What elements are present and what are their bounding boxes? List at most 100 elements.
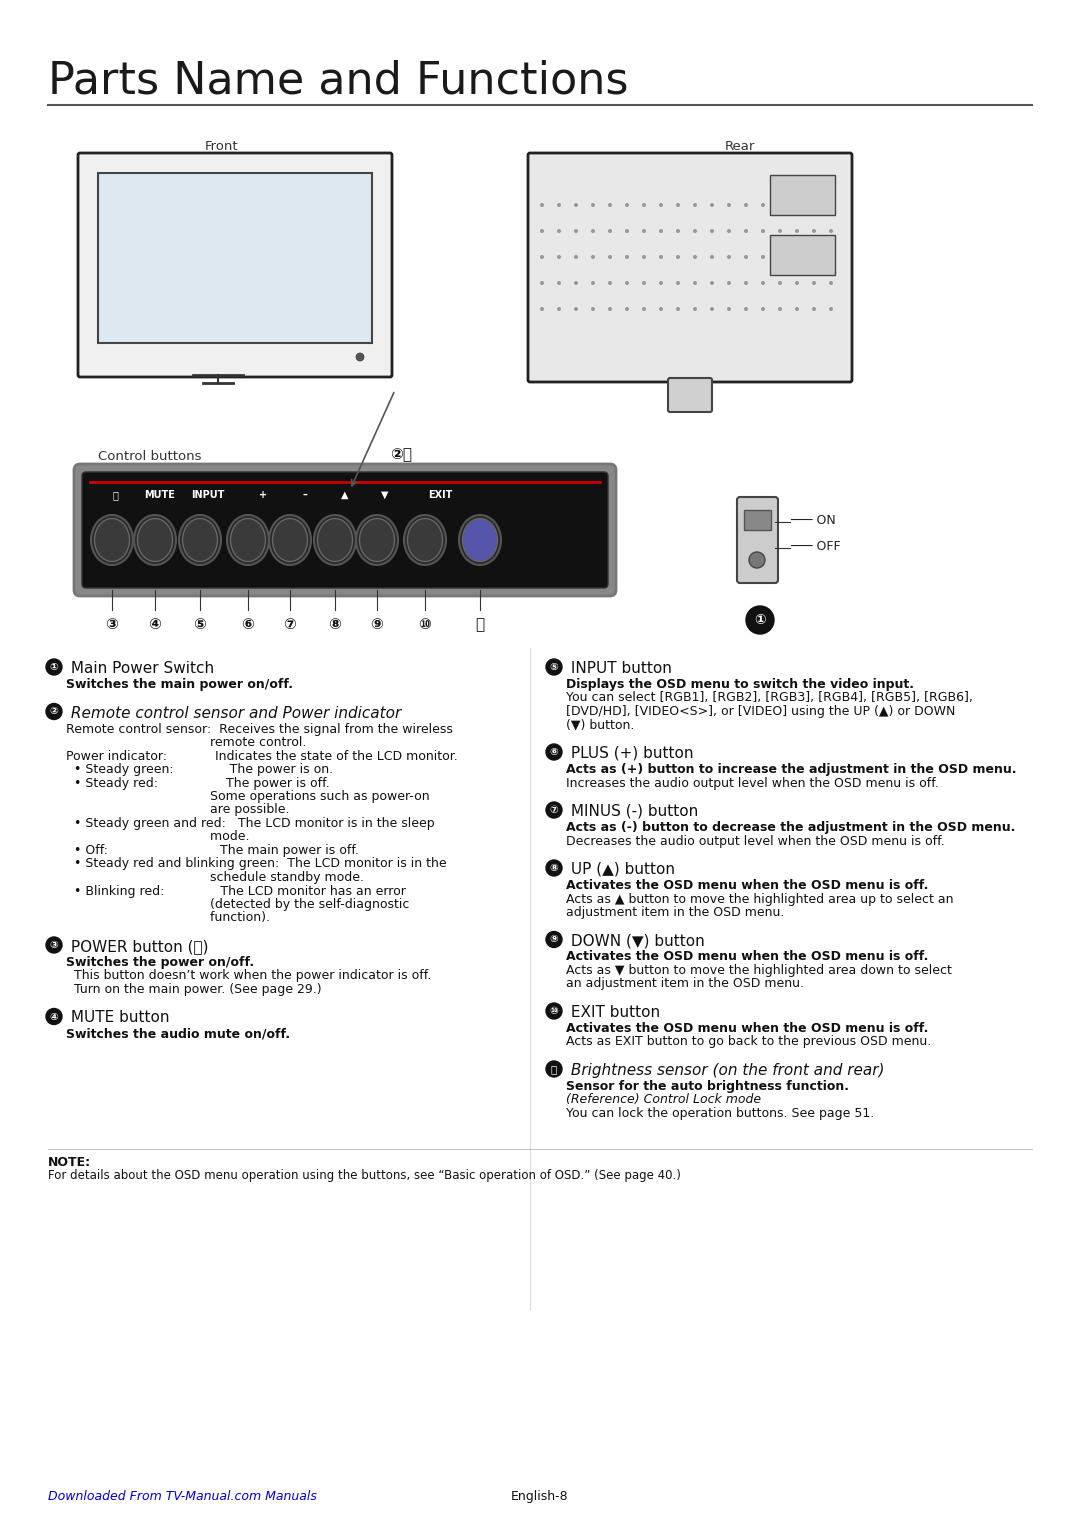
Text: ②⑪: ②⑪ <box>390 447 411 463</box>
Circle shape <box>557 203 561 208</box>
Text: schedule standby mode.: schedule standby mode. <box>66 870 364 884</box>
Text: Activates the OSD menu when the OSD menu is off.: Activates the OSD menu when the OSD menu… <box>566 880 929 892</box>
Circle shape <box>573 203 578 208</box>
Circle shape <box>540 229 544 234</box>
Text: ⑪: ⑪ <box>551 1064 557 1073</box>
Circle shape <box>746 606 774 634</box>
Ellipse shape <box>407 519 443 562</box>
Bar <box>98 173 372 344</box>
Circle shape <box>642 203 646 208</box>
Circle shape <box>540 203 544 208</box>
Text: Brightness sensor (on the front and rear): Brightness sensor (on the front and rear… <box>566 1063 885 1078</box>
Circle shape <box>795 229 799 234</box>
Text: ⑩: ⑩ <box>419 617 431 632</box>
Ellipse shape <box>95 519 130 562</box>
Circle shape <box>829 307 833 312</box>
Text: adjustment item in the OSD menu.: adjustment item in the OSD menu. <box>566 906 784 919</box>
Circle shape <box>540 281 544 286</box>
Circle shape <box>778 281 782 286</box>
Circle shape <box>46 1008 62 1025</box>
Circle shape <box>829 229 833 234</box>
Circle shape <box>659 281 663 286</box>
Circle shape <box>761 255 765 260</box>
Text: MINUS (-) button: MINUS (-) button <box>566 805 699 818</box>
Text: ⑨: ⑨ <box>550 935 558 945</box>
Circle shape <box>744 203 748 208</box>
Text: Switches the power on/off.: Switches the power on/off. <box>66 956 254 970</box>
Circle shape <box>761 307 765 312</box>
Text: Remote control sensor:  Receives the signal from the wireless: Remote control sensor: Receives the sign… <box>66 722 453 736</box>
Text: EXIT button: EXIT button <box>566 1005 660 1020</box>
Circle shape <box>557 281 561 286</box>
Circle shape <box>625 307 629 312</box>
Text: You can lock the operation buttons. See page 51.: You can lock the operation buttons. See … <box>566 1107 874 1119</box>
Circle shape <box>625 203 629 208</box>
Text: Remote control sensor and Power indicator: Remote control sensor and Power indicato… <box>66 705 402 721</box>
Text: ⑦: ⑦ <box>284 617 296 632</box>
Circle shape <box>546 931 562 947</box>
Circle shape <box>591 307 595 312</box>
Circle shape <box>676 203 680 208</box>
Circle shape <box>546 744 562 760</box>
Circle shape <box>642 255 646 260</box>
Text: Acts as EXIT button to go back to the previous OSD menu.: Acts as EXIT button to go back to the pr… <box>566 1035 931 1049</box>
Text: Acts as ▼ button to move the highlighted area down to select: Acts as ▼ button to move the highlighted… <box>566 964 951 977</box>
Text: MUTE: MUTE <box>145 490 175 499</box>
Circle shape <box>540 255 544 260</box>
Text: Downloaded From TV-Manual.com Manuals: Downloaded From TV-Manual.com Manuals <box>48 1490 316 1503</box>
Circle shape <box>546 1061 562 1077</box>
Circle shape <box>546 860 562 876</box>
Text: Sensor for the auto brightness function.: Sensor for the auto brightness function. <box>566 1080 849 1093</box>
Text: • Steady red and blinking green:  The LCD monitor is in the: • Steady red and blinking green: The LCD… <box>66 858 447 870</box>
Text: • Off:                            The main power is off.: • Off: The main power is off. <box>66 844 359 857</box>
Circle shape <box>727 307 731 312</box>
Text: For details about the OSD menu operation using the buttons, see “Basic operation: For details about the OSD menu operation… <box>48 1168 680 1182</box>
Circle shape <box>659 203 663 208</box>
Circle shape <box>591 229 595 234</box>
Text: –: – <box>302 490 308 499</box>
Circle shape <box>761 229 765 234</box>
FancyBboxPatch shape <box>78 153 392 377</box>
Circle shape <box>573 229 578 234</box>
Text: ⏻: ⏻ <box>112 490 118 499</box>
Ellipse shape <box>272 519 308 562</box>
Circle shape <box>573 281 578 286</box>
Circle shape <box>795 203 799 208</box>
Circle shape <box>829 281 833 286</box>
Circle shape <box>812 229 816 234</box>
Circle shape <box>778 255 782 260</box>
Text: ②: ② <box>50 707 58 716</box>
Text: an adjustment item in the OSD menu.: an adjustment item in the OSD menu. <box>566 977 804 991</box>
Text: are possible.: are possible. <box>66 803 289 817</box>
Ellipse shape <box>179 515 221 565</box>
Text: Power indicator:            Indicates the state of the LCD monitor.: Power indicator: Indicates the state of … <box>66 750 458 762</box>
Text: function).: function). <box>66 912 270 924</box>
Circle shape <box>573 307 578 312</box>
Circle shape <box>778 229 782 234</box>
Circle shape <box>642 281 646 286</box>
Circle shape <box>812 203 816 208</box>
Circle shape <box>693 229 697 234</box>
Circle shape <box>710 307 714 312</box>
Circle shape <box>356 353 364 360</box>
Circle shape <box>710 281 714 286</box>
Circle shape <box>659 229 663 234</box>
Text: EXIT: EXIT <box>428 490 453 499</box>
Text: • Steady green:              The power is on.: • Steady green: The power is on. <box>66 764 333 776</box>
Circle shape <box>778 203 782 208</box>
Text: (Reference) Control Lock mode: (Reference) Control Lock mode <box>566 1093 761 1107</box>
Circle shape <box>727 229 731 234</box>
Circle shape <box>693 307 697 312</box>
Text: This button doesn’t work when the power indicator is off.: This button doesn’t work when the power … <box>66 970 431 982</box>
Text: ⑨: ⑨ <box>370 617 383 632</box>
Circle shape <box>608 229 612 234</box>
Bar <box>744 510 771 530</box>
Ellipse shape <box>314 515 356 565</box>
Circle shape <box>727 203 731 208</box>
Text: Increases the audio output level when the OSD menu is off.: Increases the audio output level when th… <box>566 777 939 789</box>
FancyBboxPatch shape <box>82 472 608 588</box>
Circle shape <box>693 255 697 260</box>
Ellipse shape <box>318 519 352 562</box>
Circle shape <box>744 229 748 234</box>
Circle shape <box>710 229 714 234</box>
